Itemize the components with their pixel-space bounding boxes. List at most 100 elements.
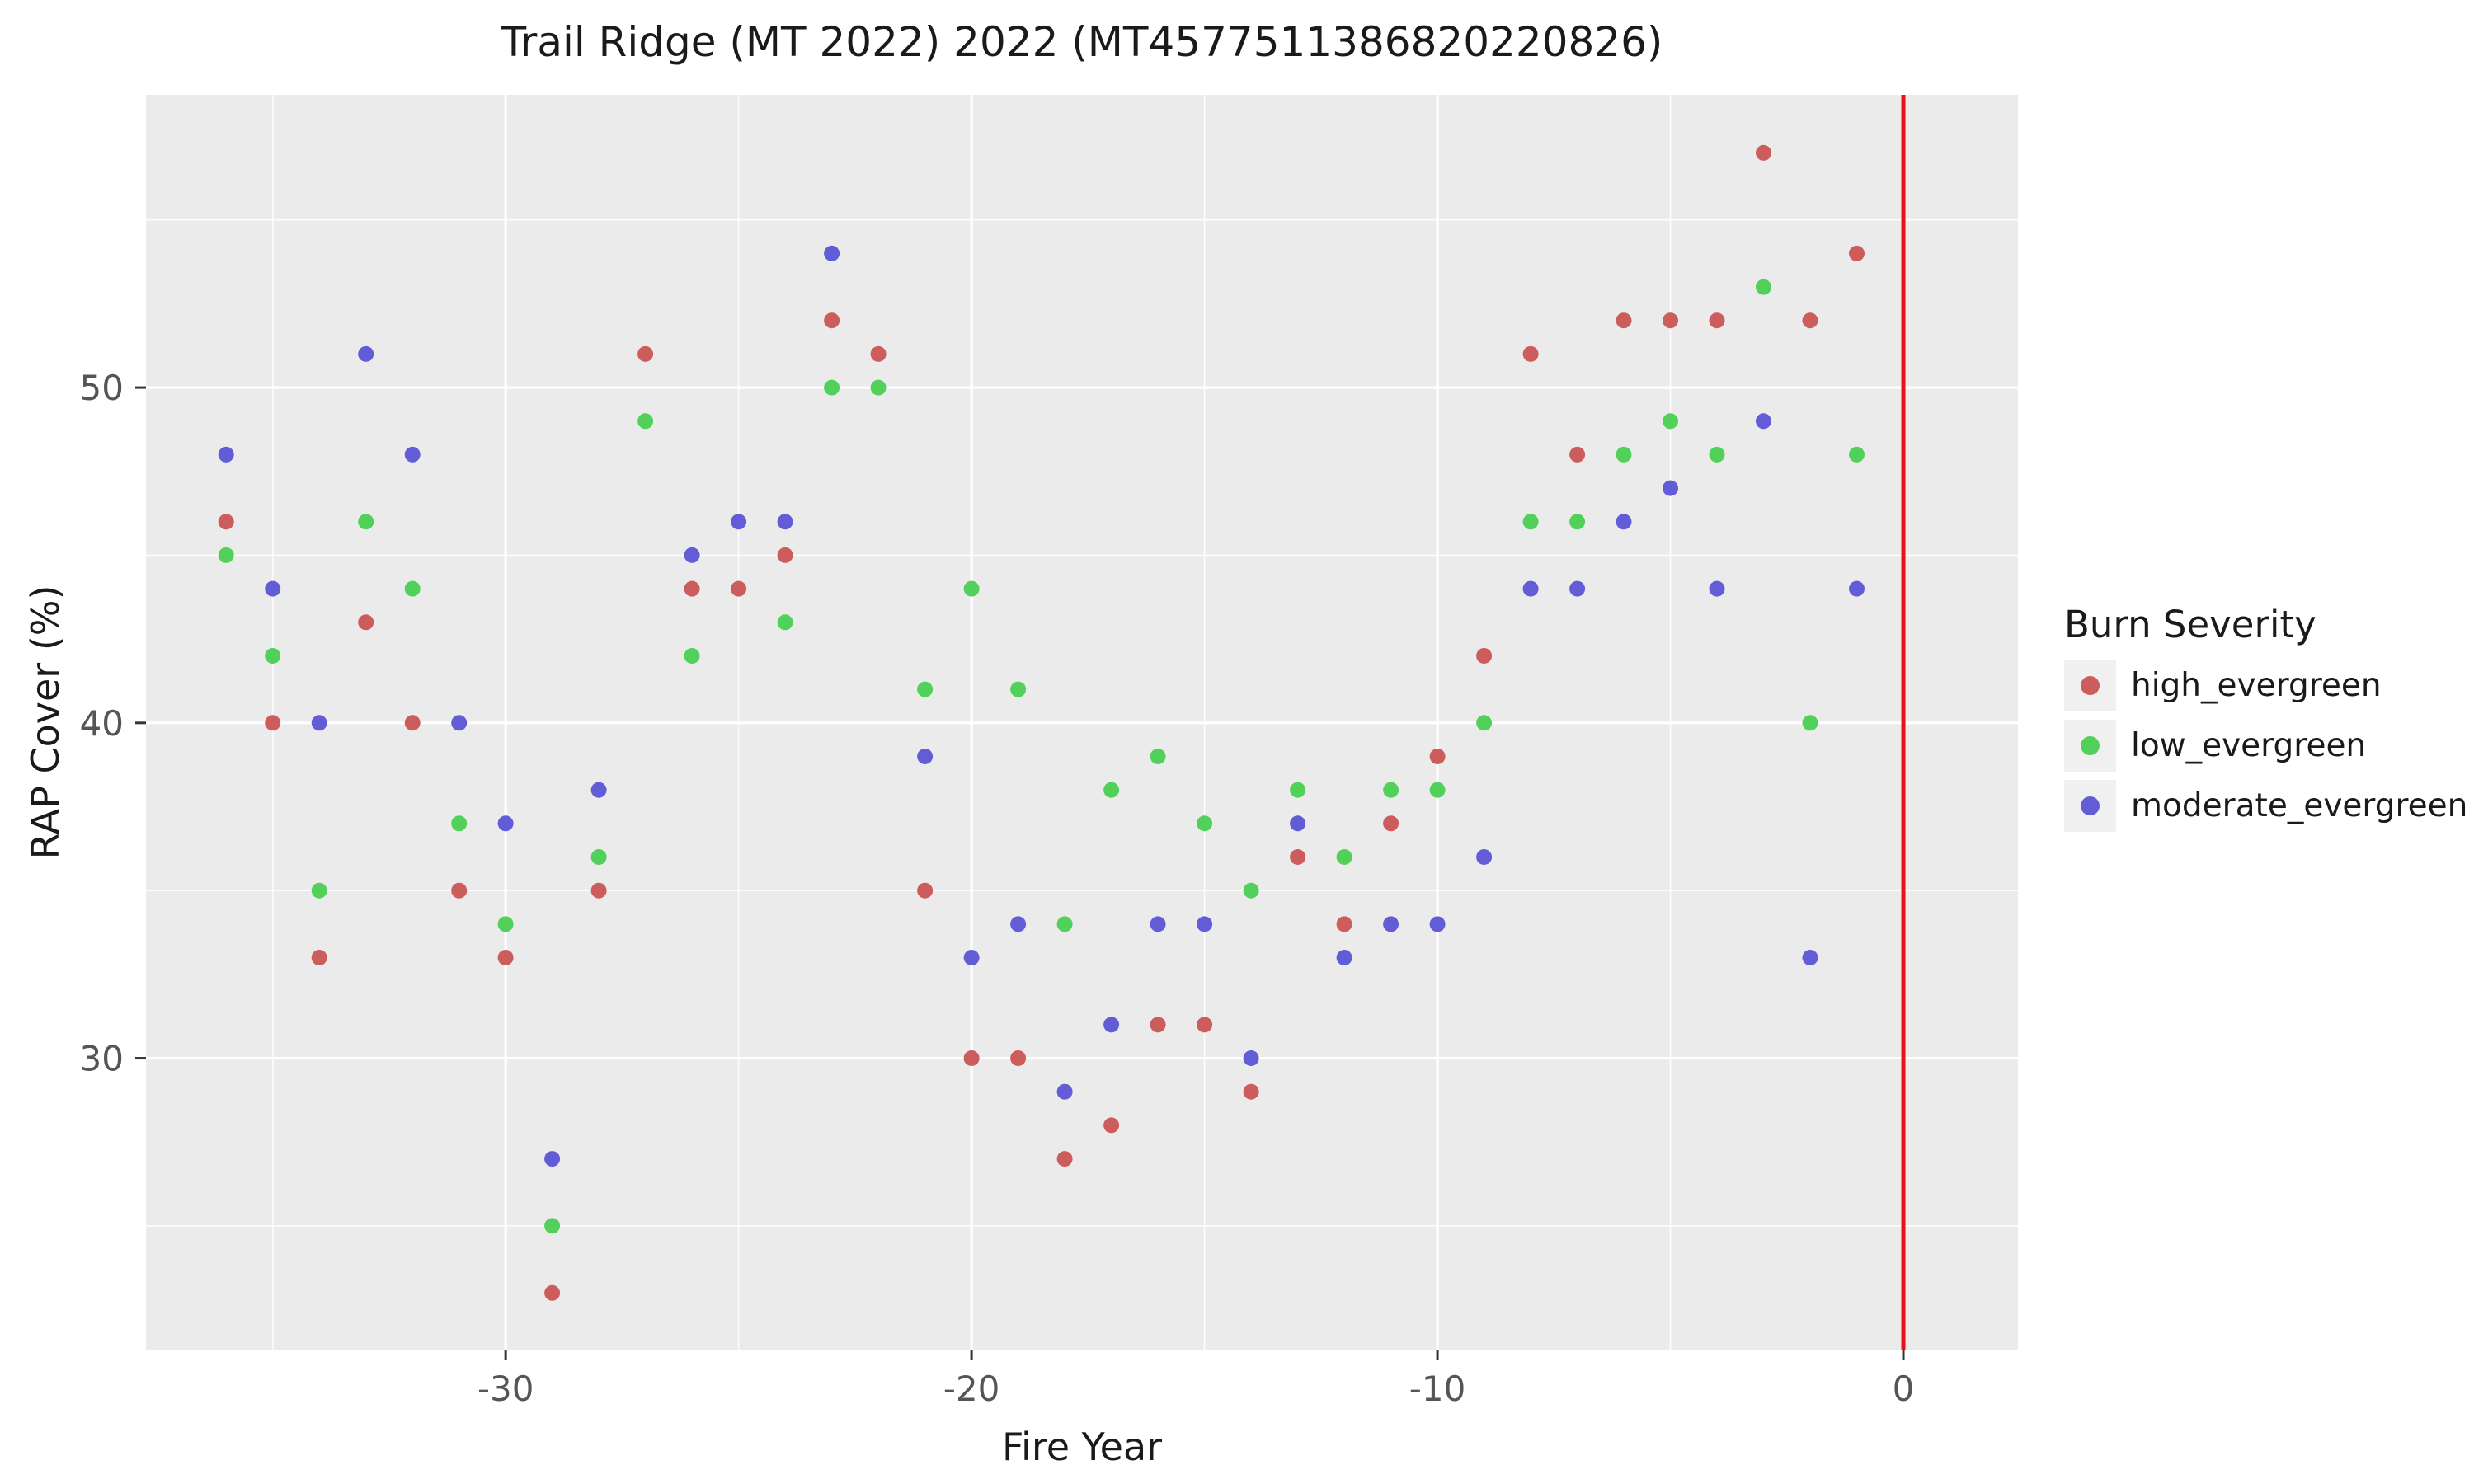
scatter-point-high_evergreen bbox=[870, 345, 887, 362]
scatter-point-moderate_evergreen bbox=[1429, 916, 1446, 932]
scatter-point-high_evergreen bbox=[404, 715, 421, 731]
scatter-point-high_evergreen bbox=[1383, 815, 1399, 832]
legend-label: low_evergreen bbox=[2131, 727, 2367, 764]
scatter-point-high_evergreen bbox=[1010, 1050, 1027, 1066]
scatter-point-low_evergreen bbox=[1056, 916, 1073, 932]
x-tick-label: -10 bbox=[1409, 1369, 1466, 1409]
scatter-point-high_evergreen bbox=[684, 580, 700, 597]
scatter-point-high_evergreen bbox=[1522, 345, 1539, 362]
scatter-point-high_evergreen bbox=[963, 1050, 980, 1066]
scatter-point-low_evergreen bbox=[870, 379, 887, 396]
scatter-point-moderate_evergreen bbox=[1336, 950, 1352, 965]
scatter-point-moderate_evergreen bbox=[451, 715, 468, 731]
scatter-point-moderate_evergreen bbox=[777, 514, 793, 530]
scatter-point-low_evergreen bbox=[1383, 782, 1399, 798]
scatter-point-moderate_evergreen bbox=[1802, 950, 1818, 965]
scatter-point-moderate_evergreen bbox=[1709, 580, 1725, 597]
scatter-point-low_evergreen bbox=[1429, 782, 1446, 798]
scatter-point-high_evergreen bbox=[311, 950, 327, 965]
legend-key-box bbox=[2064, 660, 2116, 711]
x-axis-label: Fire Year bbox=[1001, 1425, 1163, 1469]
y-tick-label: 50 bbox=[80, 368, 124, 408]
scatter-point-high_evergreen bbox=[1429, 749, 1446, 764]
scatter-point-low_evergreen bbox=[218, 547, 234, 563]
scatter-point-low_evergreen bbox=[544, 1218, 561, 1234]
scatter-point-high_evergreen bbox=[497, 950, 514, 965]
scatter-point-high_evergreen bbox=[265, 715, 281, 731]
scatter-point-moderate_evergreen bbox=[1616, 514, 1632, 530]
scatter-point-moderate_evergreen bbox=[917, 749, 934, 764]
scatter-point-moderate_evergreen bbox=[1756, 413, 1771, 430]
x-tick-label: -20 bbox=[943, 1369, 1000, 1409]
scatter-point-low_evergreen bbox=[1756, 279, 1771, 295]
scatter-point-moderate_evergreen bbox=[824, 245, 840, 261]
scatter-point-low_evergreen bbox=[917, 681, 934, 697]
scatter-point-low_evergreen bbox=[451, 815, 468, 832]
scatter-point-high_evergreen bbox=[218, 514, 234, 530]
scatter-point-low_evergreen bbox=[1709, 446, 1725, 463]
scatter-point-moderate_evergreen bbox=[1010, 916, 1027, 932]
scatter-point-high_evergreen bbox=[1569, 446, 1586, 463]
scatter-point-low_evergreen bbox=[1336, 849, 1352, 865]
scatter-point-low_evergreen bbox=[358, 514, 374, 530]
scatter-point-moderate_evergreen bbox=[544, 1151, 561, 1167]
scatter-point-low_evergreen bbox=[824, 379, 840, 396]
scatter-point-high_evergreen bbox=[1103, 1117, 1120, 1134]
scatter-point-low_evergreen bbox=[1243, 882, 1259, 899]
scatter-point-moderate_evergreen bbox=[1476, 849, 1493, 865]
scatter-point-low_evergreen bbox=[1802, 715, 1818, 731]
scatter-point-high_evergreen bbox=[1056, 1151, 1073, 1167]
legend-item-low-evergreen: low_evergreen bbox=[2064, 720, 2467, 772]
scatter-point-high_evergreen bbox=[917, 882, 934, 899]
scatter-point-low_evergreen bbox=[1476, 715, 1493, 731]
scatter-point-high_evergreen bbox=[544, 1284, 561, 1301]
scatter-point-high_evergreen bbox=[1709, 312, 1725, 329]
scatter-point-high_evergreen bbox=[1663, 312, 1678, 329]
scatter-point-high_evergreen bbox=[590, 882, 607, 899]
legend-item-high-evergreen: high_evergreen bbox=[2064, 660, 2467, 711]
scatter-point-high_evergreen bbox=[824, 312, 840, 329]
x-tick-label: 0 bbox=[1893, 1369, 1915, 1409]
scatter-point-low_evergreen bbox=[1522, 514, 1539, 530]
scatter-point-high_evergreen bbox=[1849, 245, 1865, 261]
legend-label: moderate_evergreen bbox=[2131, 787, 2468, 824]
scatter-point-low_evergreen bbox=[684, 648, 700, 664]
scatter-point-low_evergreen bbox=[311, 882, 327, 899]
scatter-point-high_evergreen bbox=[1243, 1083, 1259, 1100]
scatter-point-moderate_evergreen bbox=[590, 782, 607, 798]
scatter-point-moderate_evergreen bbox=[684, 547, 700, 563]
scatter-point-low_evergreen bbox=[1150, 749, 1166, 764]
scatter-point-moderate_evergreen bbox=[1849, 580, 1865, 597]
scatter-point-moderate_evergreen bbox=[265, 580, 281, 597]
scatter-point-low_evergreen bbox=[1616, 446, 1632, 463]
scatter-point-high_evergreen bbox=[1756, 144, 1771, 161]
scatter-point-low_evergreen bbox=[1569, 514, 1586, 530]
scatter-point-low_evergreen bbox=[265, 648, 281, 664]
scatter-point-high_evergreen bbox=[637, 345, 654, 362]
legend-item-moderate-evergreen: moderate_evergreen bbox=[2064, 780, 2467, 832]
scatter-point-low_evergreen bbox=[404, 580, 421, 597]
scatter-point-moderate_evergreen bbox=[1243, 1050, 1259, 1066]
scatter-point-moderate_evergreen bbox=[218, 446, 234, 463]
scatter-point-moderate_evergreen bbox=[1522, 580, 1539, 597]
scatter-point-moderate_evergreen bbox=[1056, 1083, 1073, 1100]
scatter-point-low_evergreen bbox=[1849, 446, 1865, 463]
scatter-point-high_evergreen bbox=[1290, 849, 1306, 865]
scatter-point-low_evergreen bbox=[1010, 681, 1027, 697]
legend-label: high_evergreen bbox=[2131, 667, 2382, 704]
scatter-point-moderate_evergreen bbox=[1569, 580, 1586, 597]
legend-dot-low-evergreen-icon bbox=[2081, 736, 2100, 755]
scatter-point-moderate_evergreen bbox=[311, 715, 327, 731]
scatter-point-moderate_evergreen bbox=[963, 950, 980, 965]
scatter-point-low_evergreen bbox=[963, 580, 980, 597]
y-tick-label: 30 bbox=[80, 1039, 124, 1079]
legend: Burn Severity high_evergreen low_evergre… bbox=[2064, 606, 2467, 840]
scatter-point-moderate_evergreen bbox=[1663, 480, 1678, 496]
scatter-point-low_evergreen bbox=[1103, 782, 1120, 798]
scatter-point-moderate_evergreen bbox=[1197, 916, 1213, 932]
scatter-point-moderate_evergreen bbox=[1290, 815, 1306, 832]
y-axis-label: RAP Cover (%) bbox=[23, 585, 68, 860]
scatter-point-moderate_evergreen bbox=[404, 446, 421, 463]
